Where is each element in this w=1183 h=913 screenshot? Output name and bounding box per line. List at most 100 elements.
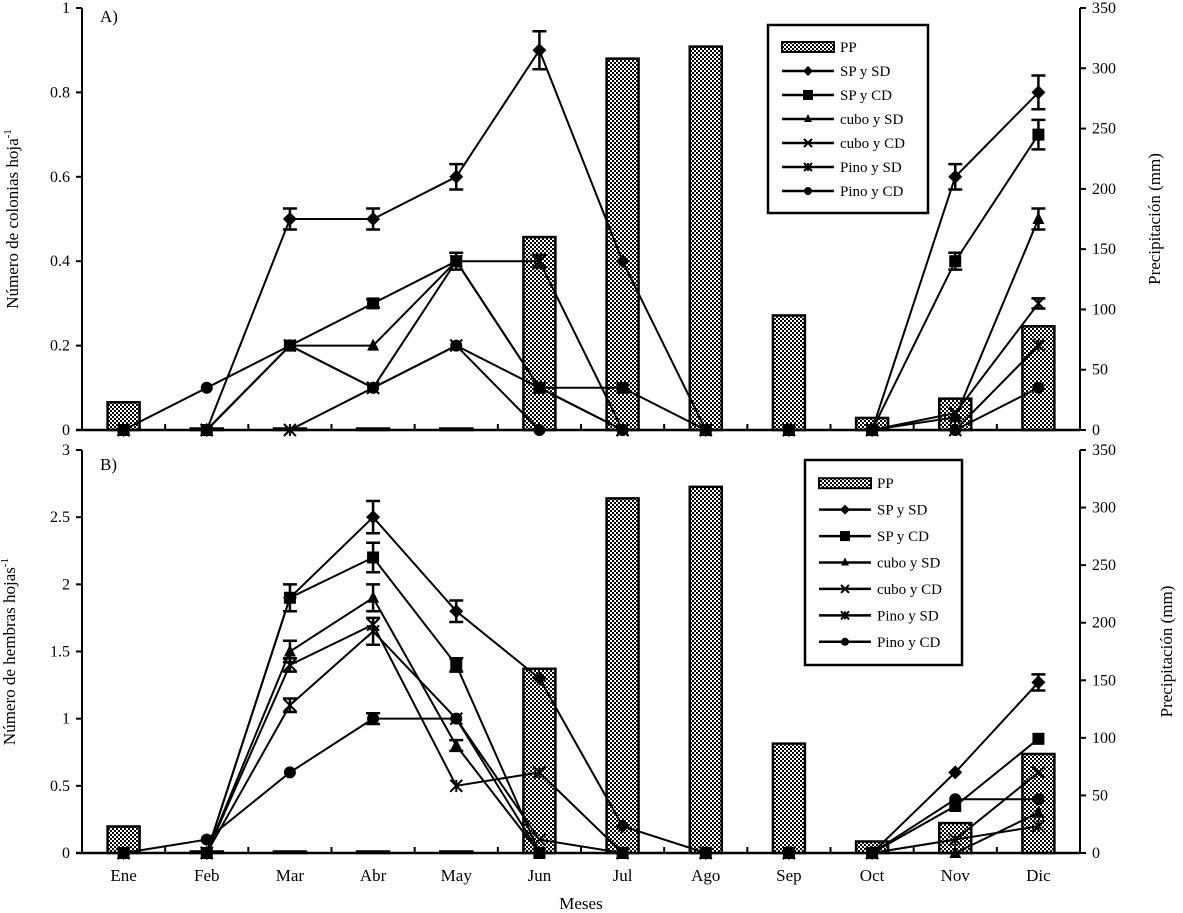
y-axis-title-left: Número de hembras hojas-1 xyxy=(0,558,19,745)
y-tick-label-right: 250 xyxy=(1092,557,1116,574)
y-tick-label-left: 0.5 xyxy=(50,778,70,795)
x-tick-label: Dic xyxy=(1026,866,1051,885)
data-point xyxy=(283,698,297,712)
data-point xyxy=(283,766,296,779)
data-point xyxy=(1032,805,1045,818)
data-point xyxy=(283,423,297,437)
data-point xyxy=(948,832,962,847)
data-point xyxy=(949,846,962,858)
legend-label: SP y SD xyxy=(840,64,890,80)
data-point xyxy=(450,339,463,352)
bar-pp-Jul xyxy=(605,57,640,432)
y-axis-title-right: Precipitación (mm) xyxy=(1145,153,1164,285)
data-point xyxy=(283,644,296,657)
data-point xyxy=(949,255,962,268)
y-tick-label-left: 0.4 xyxy=(50,253,70,270)
bar-pp-Ago xyxy=(688,485,723,855)
legend: PP SP y SD SP y CD cubo y SD cubo y CD Pino y… xyxy=(803,458,964,667)
data-point xyxy=(532,254,547,268)
y-tick-label-right: 350 xyxy=(1092,0,1116,17)
data-point xyxy=(782,847,795,859)
legend-marker xyxy=(841,557,849,566)
x-tick-label: Feb xyxy=(194,866,220,885)
data-point xyxy=(866,424,879,436)
data-point xyxy=(450,738,463,751)
x-tick-label: Abr xyxy=(360,866,387,885)
data-point xyxy=(532,765,547,780)
panel-b: 0 0.5 1 1.5 2 2.5 3 0 50 100 150 200 250 300 350 Ene Feb… xyxy=(0,442,1176,913)
y-tick-label-right: 150 xyxy=(1092,672,1116,689)
bar-pp-Sep xyxy=(771,742,807,855)
data-point xyxy=(1031,819,1046,833)
y-tick-label-right: 0 xyxy=(1092,422,1100,439)
data-point xyxy=(367,590,380,603)
y-tick-label-left: 0 xyxy=(62,422,70,439)
data-point xyxy=(1032,128,1045,141)
bar-pp-Dic xyxy=(1021,325,1056,432)
data-point xyxy=(866,847,879,859)
y-axis-title-right: Precipitación (mm) xyxy=(1157,586,1176,718)
data-point xyxy=(283,591,296,604)
bar-pp-Ago xyxy=(688,45,723,432)
data-point xyxy=(1032,793,1045,806)
data-point xyxy=(1032,732,1045,745)
series-line xyxy=(123,344,1039,431)
series-cubo-y-sd xyxy=(117,207,1046,435)
legend: PP SP y SD SP y CD cubo y SD cubo y CD Pino y… xyxy=(766,23,930,215)
x-tick-label: May xyxy=(441,866,473,885)
data-point xyxy=(200,846,214,860)
x-axis-title: Meses xyxy=(559,894,602,913)
x-tick-label: Sep xyxy=(776,866,802,885)
y-tick-label-right: 300 xyxy=(1092,60,1116,77)
x-tick-label: Oct xyxy=(860,866,885,885)
y-tick-label-right: 50 xyxy=(1092,787,1108,804)
y-tick-label-left: 1 xyxy=(62,711,70,728)
legend-marker xyxy=(803,138,813,148)
data-point xyxy=(367,338,380,351)
data-point xyxy=(532,43,547,58)
data-point xyxy=(949,410,962,423)
data-point xyxy=(1031,765,1046,780)
data-point xyxy=(615,819,630,834)
data-point xyxy=(699,424,712,436)
series-line xyxy=(123,218,1040,431)
y-tick-label-right: 250 xyxy=(1092,121,1116,138)
data-point xyxy=(615,254,630,269)
y-tick-label-right: 150 xyxy=(1092,241,1116,258)
bar-pp-Jul xyxy=(605,497,640,855)
legend-label: cubo y SD xyxy=(877,556,941,572)
y-axis-title-superscript: -1 xyxy=(2,129,14,138)
legend-marker xyxy=(803,66,813,76)
x-tick-label: Ene xyxy=(110,866,136,885)
legend-label: Pino y CD xyxy=(877,635,941,651)
data-point xyxy=(200,423,214,437)
data-point xyxy=(367,297,380,310)
y-tick-label-right: 100 xyxy=(1092,301,1116,318)
y-tick-label-left: 1.5 xyxy=(50,644,70,661)
x-tick-label: Nov xyxy=(941,866,971,885)
legend-label: SP y SD xyxy=(877,503,927,519)
data-point xyxy=(1031,338,1046,353)
x-tick-label: Jun xyxy=(528,866,552,885)
series-cubo-y-cd xyxy=(116,296,1046,437)
data-point xyxy=(948,169,963,184)
x-tick-label: Ago xyxy=(691,866,720,885)
y-tick-label-left: 0.8 xyxy=(50,84,70,101)
legend-label: PP xyxy=(840,40,857,56)
series-line xyxy=(123,623,1039,854)
legend-marker xyxy=(804,187,812,195)
data-point xyxy=(948,765,963,780)
legend-marker xyxy=(841,637,849,646)
legend-label: Pino y CD xyxy=(840,184,904,200)
data-point xyxy=(699,847,712,859)
legend-marker xyxy=(840,610,850,621)
data-point xyxy=(949,793,962,806)
data-point xyxy=(117,424,130,436)
y-tick-label-left: 0 xyxy=(62,845,70,862)
series-line xyxy=(123,302,1040,431)
data-point xyxy=(616,381,629,394)
y-tick-label-left: 0.6 xyxy=(50,169,70,186)
y-tick-label-right: 300 xyxy=(1092,500,1116,517)
bar-pp-Jun xyxy=(522,667,557,855)
